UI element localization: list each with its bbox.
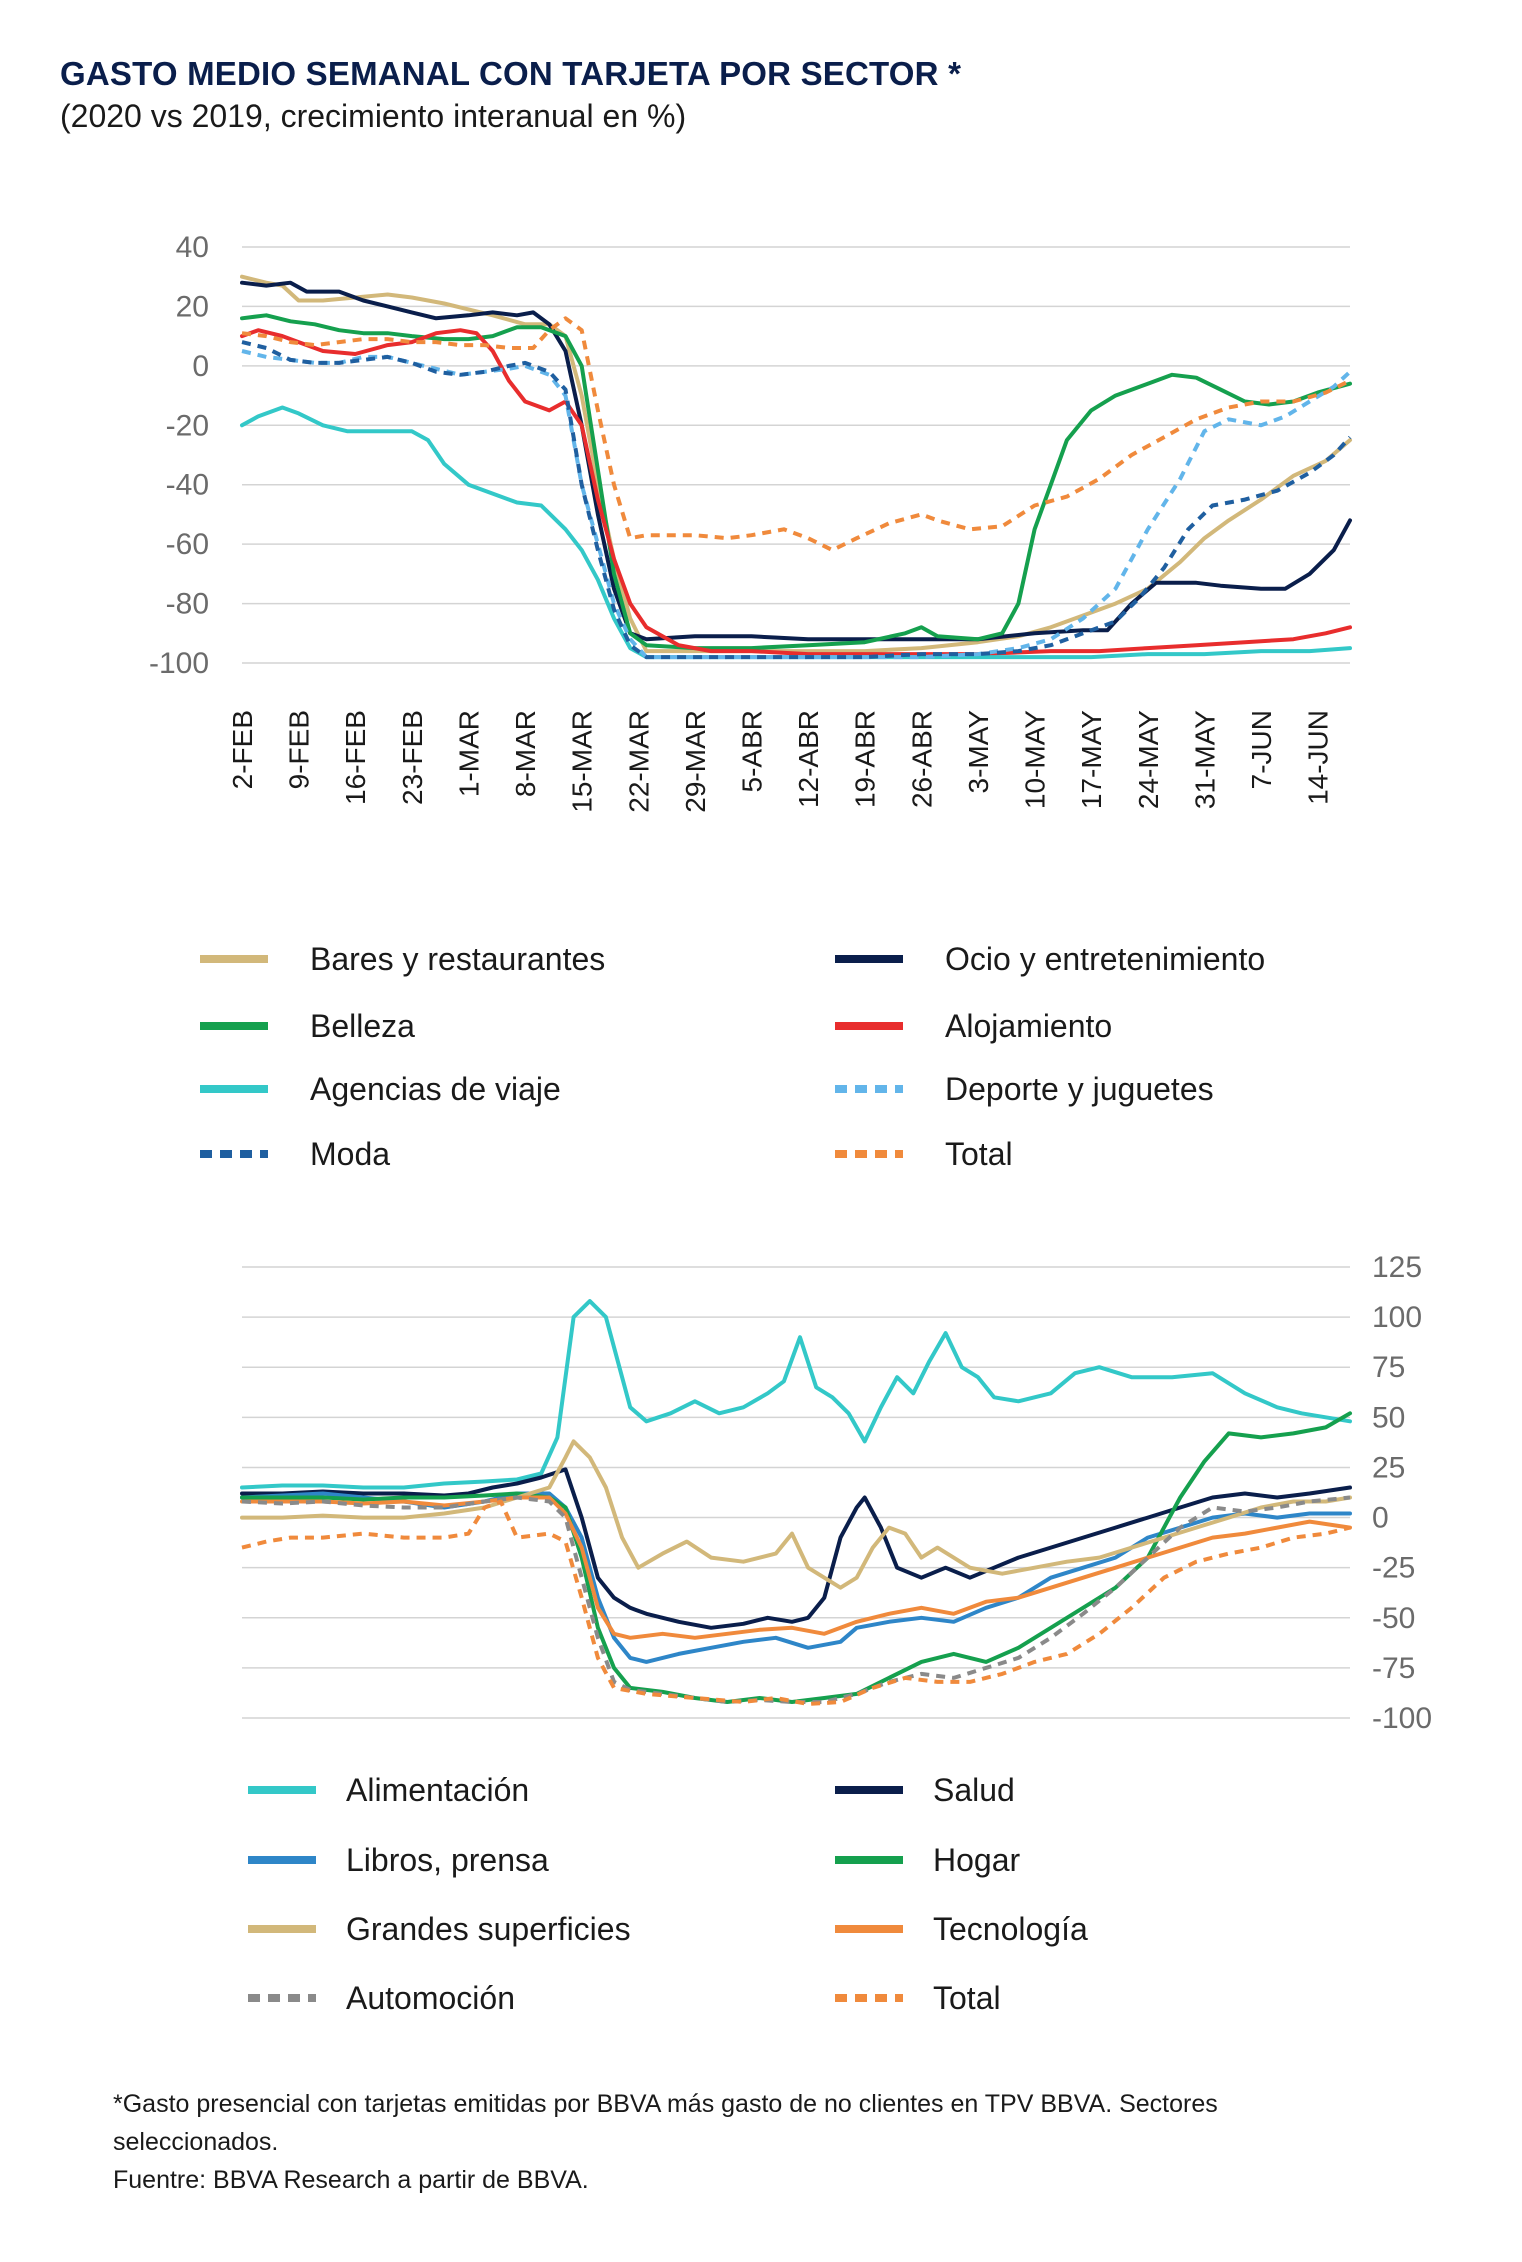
chart1-legend-label-deporte-y-juguetes: Deporte y juguetes	[945, 1071, 1214, 1107]
chart1-x-tick-label: 19-ABR	[850, 710, 881, 808]
chart1-x-tick-label: 31-MAY	[1189, 710, 1220, 809]
chart2-legend-label-hogar: Hogar	[933, 1842, 1021, 1878]
chart1-x-tick-label: 26-ABR	[906, 710, 937, 808]
chart1-series-ocio-y-entretenimiento	[240, 280, 1352, 642]
chart2-series-salud	[240, 1467, 1352, 1630]
chart1-y-tick-label: 40	[176, 231, 209, 264]
chart1-x-tick-label: 16-FEB	[340, 710, 371, 805]
footnote: *Gasto presencial con tarjetas emitidas …	[113, 2085, 1413, 2199]
chart2-series-automocion	[241, 1495, 1351, 1704]
chart1-x-tick-label: 17-MAY	[1076, 710, 1107, 809]
chart1-legend-label-belleza: Belleza	[310, 1008, 415, 1044]
chart1-series-belleza	[240, 313, 1352, 651]
footnote-line-2: seleccionados.	[113, 2128, 279, 2156]
chart1-x-tick-label: 5-ABR	[737, 710, 768, 792]
chart2-legend-label-tecnologia: Tecnología	[933, 1911, 1088, 1947]
chart2-y-tick-label: -25	[1372, 1552, 1415, 1585]
chart1-x-tick-label: 9-FEB	[284, 710, 315, 789]
chart2-legend-label-grandes-superficies: Grandes superficies	[346, 1911, 631, 1947]
chart2-y-tick-label: 0	[1372, 1502, 1389, 1535]
chart1-x-tick-label: 10-MAY	[1020, 710, 1051, 809]
chart2-legend-label-automocion: Automoción	[346, 1980, 515, 2016]
chart2-series-grandes-superficies	[240, 1439, 1352, 1590]
chart2-y-tick-label: 25	[1372, 1451, 1405, 1484]
chart2-y-tick-label: -75	[1372, 1652, 1415, 1685]
chart1-y-tick-label: 0	[192, 350, 209, 383]
chart1-y-tick-label: -20	[166, 409, 209, 442]
chart1-x-tick-label: 8-MAR	[510, 710, 541, 797]
chart1-x-tick-label: 3-MAY	[963, 710, 994, 794]
page-subtitle: (2020 vs 2019, crecimiento interanual en…	[60, 98, 687, 134]
chart1-legend-label-bares-y-restaurantes: Bares y restaurantes	[310, 941, 605, 977]
chart1-x-tick-label: 2-FEB	[227, 710, 258, 789]
chart1-x-tick-label: 12-ABR	[793, 710, 824, 808]
chart1-y-tick-label: -80	[166, 588, 209, 621]
chart1-legend-label-ocio-y-entretenimiento: Ocio y entretenimiento	[945, 941, 1265, 977]
chart2-y-tick-label: 125	[1372, 1251, 1422, 1284]
chart1-x-tick-label: 14-JUN	[1303, 710, 1334, 805]
chart1-series-deporte-y-juguetes	[241, 349, 1352, 660]
chart1-x-tick-label: 1-MAR	[453, 710, 484, 797]
chart2-y-tick-label: -100	[1372, 1702, 1432, 1735]
chart2-y-tick-label: -50	[1372, 1602, 1415, 1635]
footnote-line-1: *Gasto presencial con tarjetas emitidas …	[113, 2090, 1218, 2118]
chart1-x-tick-label: 23-FEB	[397, 710, 428, 805]
chart2-legend-label-total: Total	[933, 1980, 1001, 2016]
chart1-legend-label-moda: Moda	[310, 1136, 390, 1172]
chart2-y-tick-label: 75	[1372, 1351, 1405, 1384]
chart1-legend-label-total: Total	[945, 1136, 1013, 1172]
chart1-y-tick-label: -40	[166, 469, 209, 502]
chart2-legend-label-alimentacion: Alimentación	[346, 1772, 529, 1808]
chart1-legend-label-alojamiento: Alojamiento	[945, 1008, 1112, 1044]
chart1-series-agencias-de-viaje	[240, 405, 1352, 660]
chart2-series-tecnologia	[240, 1495, 1352, 1640]
chart1-x-tick-label: 22-MAR	[623, 710, 654, 813]
chart2-y-tick-label: 100	[1372, 1301, 1422, 1334]
chart1-y-tick-label: -60	[166, 528, 209, 561]
chart2-legend-label-salud: Salud	[933, 1772, 1015, 1808]
chart2-legend-label-libros-prensa: Libros, prensa	[346, 1842, 549, 1878]
chart1-series-total	[241, 316, 1351, 553]
chart1-y-tick-label: 20	[176, 290, 209, 323]
chart1-x-tick-label: 7-JUN	[1246, 710, 1277, 789]
source-note: Fuentre: BBVA Research a partir de BBVA.	[113, 2166, 589, 2194]
chart2-y-tick-label: 50	[1372, 1401, 1405, 1434]
page-title: GASTO MEDIO SEMANAL CON TARJETA POR SECT…	[60, 55, 962, 92]
chart2-series-hogar	[240, 1411, 1352, 1704]
chart1-series-moda	[241, 340, 1352, 660]
chart1-x-tick-label: 24-MAY	[1133, 710, 1164, 809]
chart2-series-alimentacion	[240, 1299, 1352, 1490]
chart1-y-tick-label: -100	[149, 647, 209, 680]
chart1-series-alojamiento	[240, 328, 1352, 657]
chart1-x-tick-label: 29-MAR	[680, 710, 711, 813]
chart1-legend-label-agencias-de-viaje: Agencias de viaje	[310, 1071, 561, 1107]
chart1-x-tick-label: 15-MAR	[567, 710, 598, 813]
chart1-series-bares-y-restaurantes	[240, 274, 1352, 654]
